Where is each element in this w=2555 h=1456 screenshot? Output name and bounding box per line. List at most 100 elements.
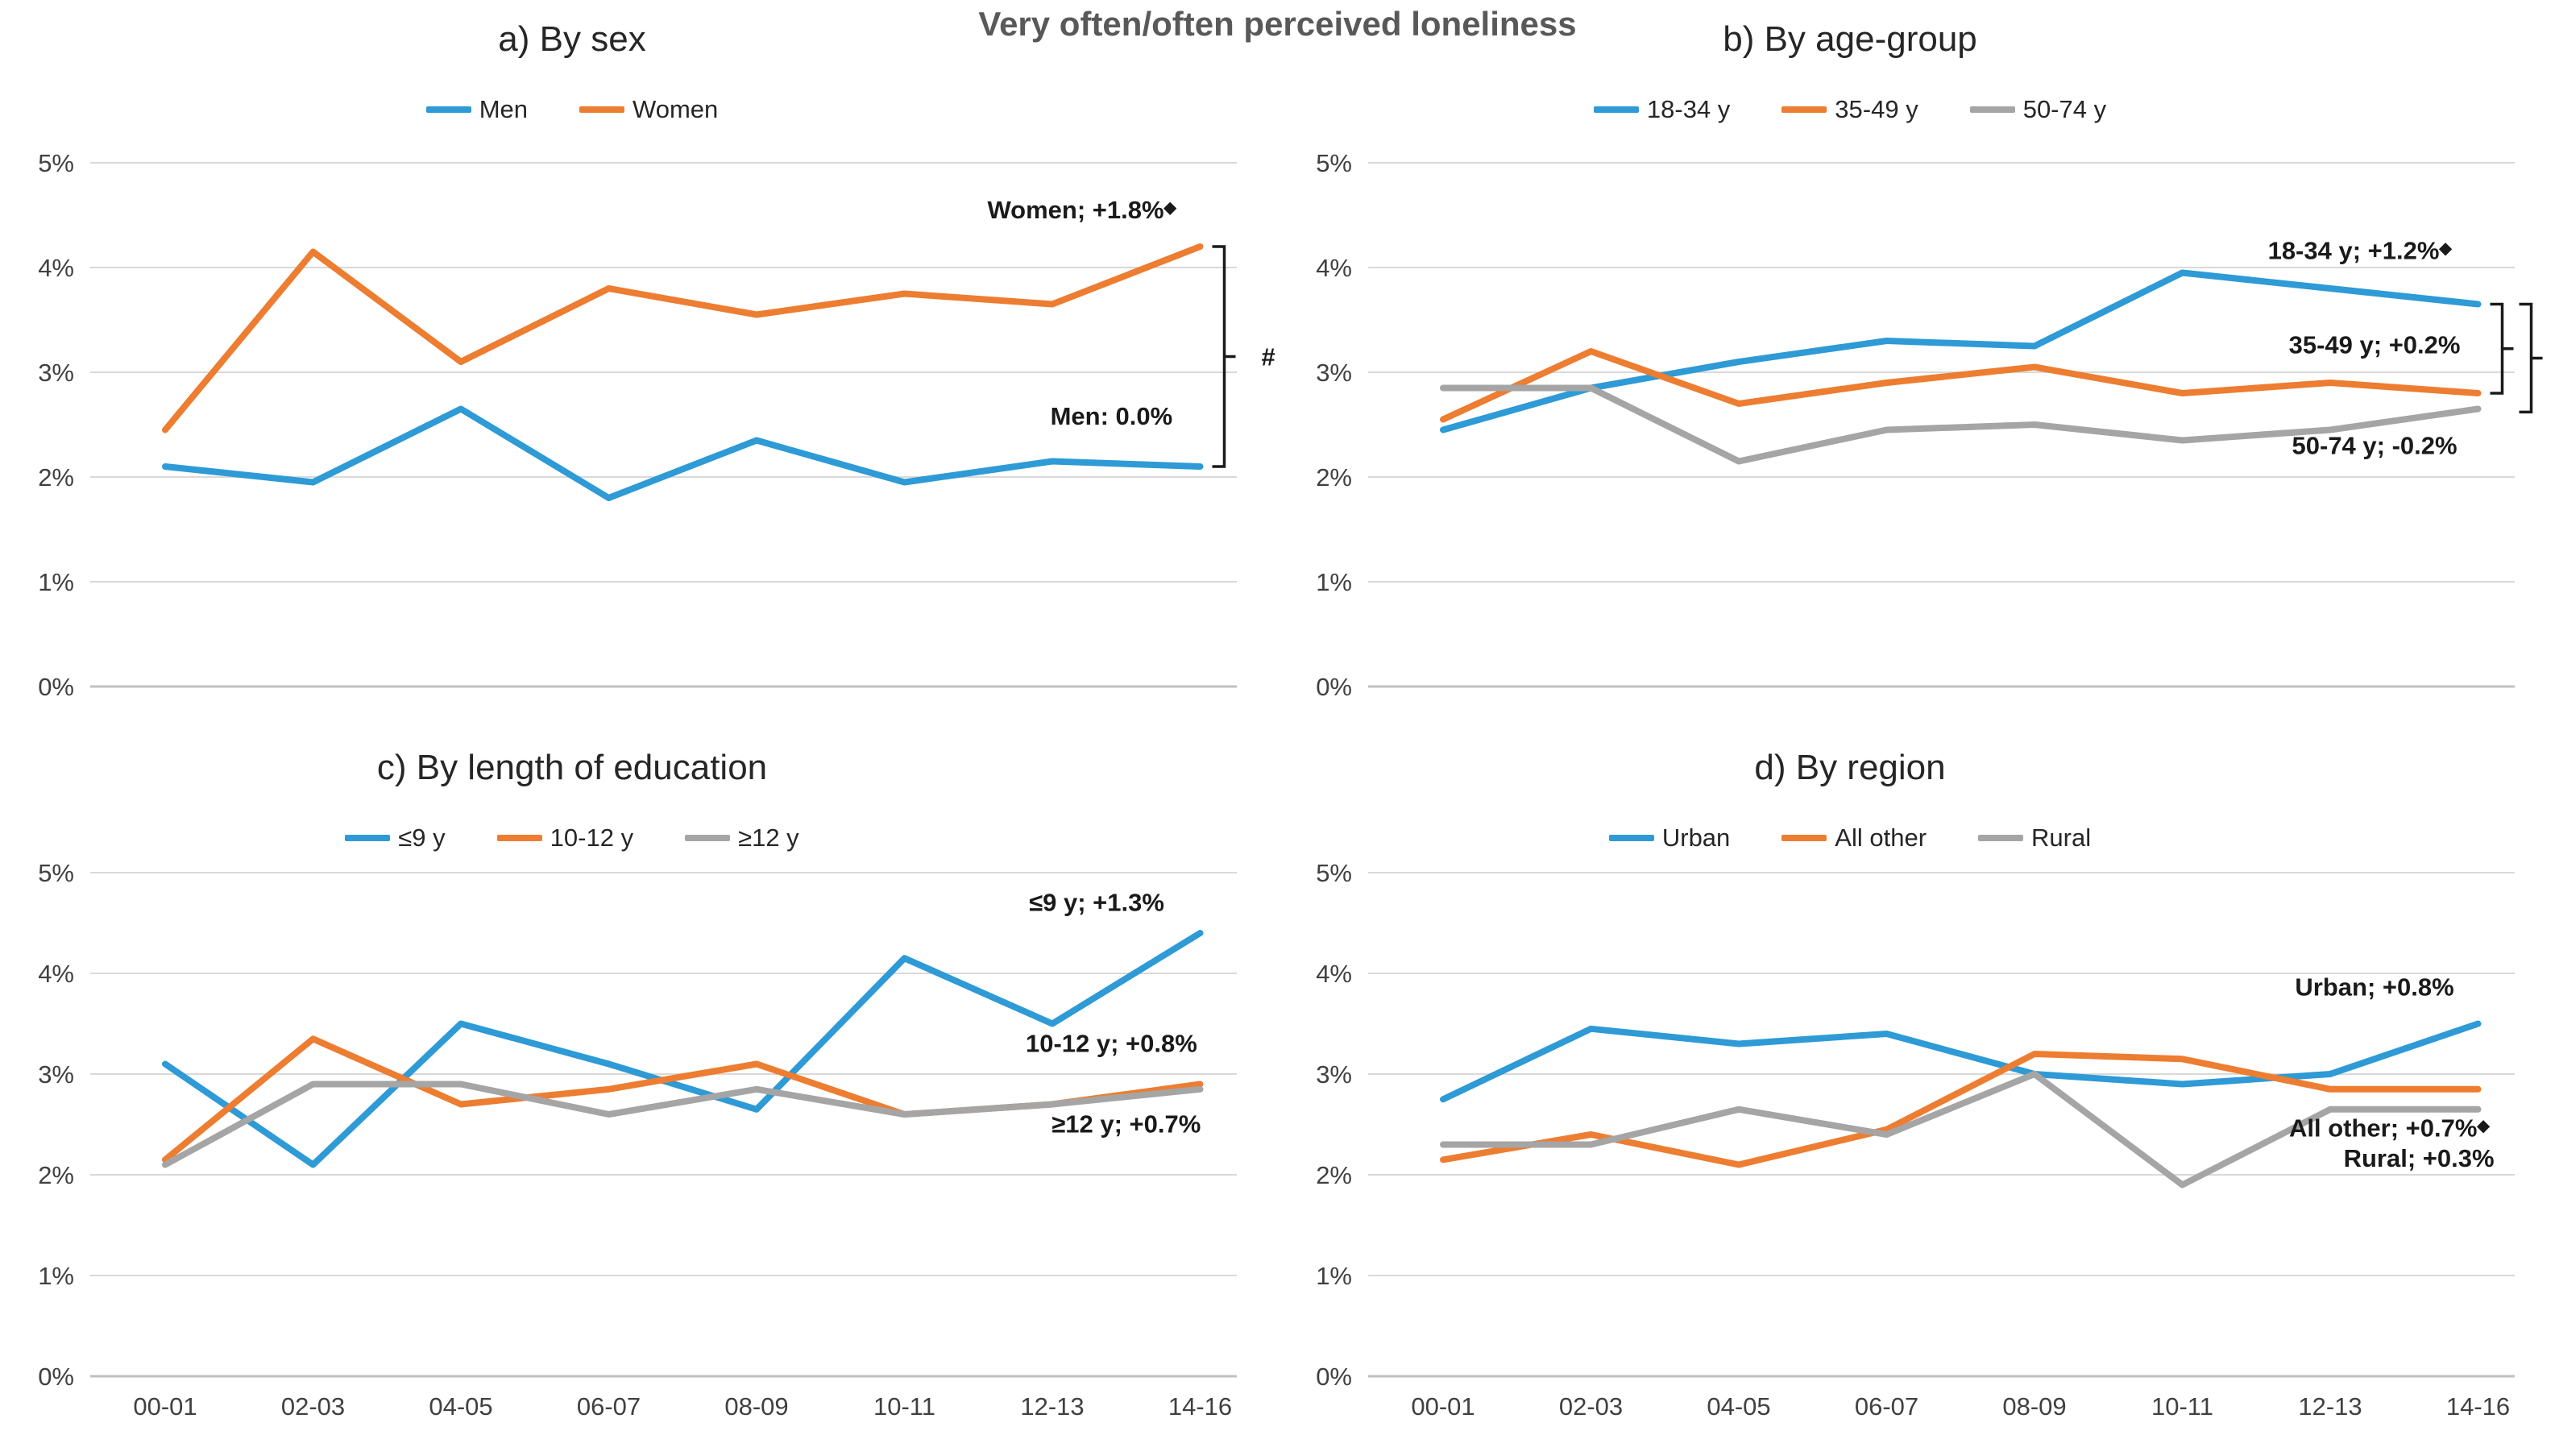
legend-swatch [496, 835, 542, 841]
plot-area: 5% 4% 3% 2% 1% 0% 00-01 02-03 04-05 06-07 08-09 10-… [1316, 859, 2515, 1421]
legend-item: ≤9 y [345, 823, 446, 852]
x-tick-label: 02-03 [281, 1392, 345, 1421]
y-tick-label: 3% [1316, 1060, 1352, 1089]
x-tick-label: 08-09 [2002, 1392, 2066, 1421]
legend-item: All other [1781, 823, 1927, 852]
annotation-label: Rural; +0.3% [2344, 1144, 2495, 1172]
y-tick-label: 5% [1316, 149, 1352, 177]
legend-item-label: ≥12 y [738, 823, 799, 852]
legend-item: 10-12 y [496, 823, 634, 852]
significance-bracket [2519, 302, 2543, 414]
series-line-Men [162, 405, 1204, 501]
legend-item: ≥12 y [685, 823, 799, 852]
legend-item: Women [579, 95, 718, 124]
y-tick-label: 3% [38, 1060, 74, 1089]
figure-title: Very often/often perceived loneliness [978, 5, 1577, 43]
legend-swatch [1608, 835, 1654, 841]
legend: ≤9 y 10-12 y ≥12 y [0, 823, 1144, 852]
y-tick-label: 0% [38, 1363, 74, 1391]
legend-swatch [425, 106, 471, 113]
legend-item-label: 35-49 y [1835, 95, 1918, 123]
y-tick-label: 4% [1316, 960, 1352, 988]
legend-item-label: Urban [1661, 823, 1731, 852]
series-line-35-49 y [1440, 348, 2482, 423]
x-tick-label: 02-03 [1559, 1392, 1623, 1421]
y-tick-label: 1% [38, 1262, 74, 1290]
y-tick-label: 0% [1316, 673, 1352, 701]
legend-swatch [1593, 106, 1639, 113]
series-line-Women [162, 243, 1204, 433]
annotation-label: All other; +0.7%◆ [2289, 1114, 2490, 1143]
y-tick-label: 2% [38, 1161, 74, 1189]
y-tick-label: 2% [1316, 1161, 1352, 1189]
annotation-label: Women; +1.8%◆ [987, 196, 1176, 224]
x-tick-label: 14-16 [1168, 1392, 1232, 1421]
y-tick-label: 2% [1316, 463, 1352, 492]
legend-item: 18-34 y [1593, 95, 1730, 124]
legend-item-label: ≤9 y [398, 823, 446, 852]
y-tick-label: 3% [1316, 359, 1352, 387]
y-tick-label: 0% [1316, 1363, 1352, 1391]
legend-item-label: 50-74 y [2022, 95, 2107, 123]
y-tick-label: 2% [38, 463, 74, 492]
y-tick-label: 4% [38, 254, 74, 282]
y-tick-label: 5% [1316, 859, 1352, 887]
x-tick-label: 04-05 [1707, 1392, 1770, 1421]
y-tick-label: 4% [1316, 254, 1352, 282]
significance-bracket [2490, 302, 2514, 395]
x-tick-label: 00-01 [133, 1392, 197, 1421]
annotation-label: ≤9 y; +1.3% [1029, 889, 1164, 917]
x-tick-label: 08-09 [724, 1392, 788, 1421]
panel-title: c) By length of education [376, 748, 768, 787]
panel-title: a) By sex [498, 19, 646, 59]
legend-item: Rural [1978, 823, 2091, 852]
panel-by-sex: a) By sex Men Women 5% 4% 3% 2% 1% 0% Women; +1.8… [0, 0, 1277, 728]
legend: 18-34 y 35-49 y 50-74 y [1278, 95, 2422, 124]
annotation-label: 50-74 y; -0.2% [2292, 431, 2458, 459]
x-tick-label: 06-07 [577, 1392, 641, 1421]
series-line-50-74 y [1440, 384, 2482, 465]
legend-swatch [579, 106, 625, 113]
x-tick-label: 10-11 [2151, 1392, 2213, 1421]
significance-bracket [1212, 245, 1236, 468]
y-tick-label: 3% [38, 359, 74, 387]
x-tick-label: 12-13 [2298, 1392, 2362, 1421]
legend-item-label: Rural [2031, 823, 2092, 852]
legend-swatch [685, 835, 731, 841]
y-tick-label: 0% [38, 673, 74, 701]
legend-swatch [345, 835, 391, 841]
series-line-≥12 y [162, 1081, 1204, 1168]
legend-item: 50-74 y [1969, 95, 2107, 124]
panel-by-region: d) By region Urban All other Rural 5% 4% 3% 2% 1… [1278, 728, 2555, 1456]
legend-item: Urban [1608, 823, 1731, 852]
plot-area: 5% 4% 3% 2% 1% 0% Women; +1.8%◆ Men: 0.0% # [38, 149, 1275, 701]
panel-by-education: c) By length of education ≤9 y 10-12 y ≥12 … [0, 728, 1277, 1456]
y-tick-label: 4% [38, 960, 74, 988]
plot-area: 5% 4% 3% 2% 1% 0% 18-34 y; +1.2%◆ 35-49 y; +0.2… [1316, 149, 2543, 701]
x-tick-label: 04-05 [429, 1392, 492, 1421]
legend-item-label: All other [1835, 823, 1927, 852]
x-tick-label: 14-16 [2446, 1392, 2510, 1421]
legend-swatch [1978, 835, 2024, 841]
y-tick-label: 5% [38, 859, 74, 887]
x-tick-label: 06-07 [1855, 1392, 1918, 1421]
legend-item-label: Men [479, 95, 529, 123]
annotation-label: 18-34 y; +1.2%◆ [2268, 237, 2453, 265]
legend-item: 35-49 y [1781, 95, 1918, 124]
annotation-label: 35-49 y; +0.2% [2289, 331, 2461, 359]
y-tick-label: 5% [38, 149, 74, 177]
legend: Urban All other Rural [1278, 823, 2422, 852]
legend-swatch [1781, 106, 1827, 113]
x-tick-label: 10-11 [873, 1392, 935, 1421]
annotation-label: Urban; +0.8% [2295, 973, 2453, 1002]
series-line-≤9 y [162, 930, 1204, 1168]
x-tick-label: 00-01 [1411, 1392, 1475, 1421]
legend-item-label: 10-12 y [550, 823, 634, 852]
y-tick-label: 1% [1316, 1262, 1352, 1290]
panel-title: b) By age-group [1723, 19, 1977, 59]
series-line-All other [1440, 1051, 2482, 1168]
annotation-label: 10-12 y; +0.8% [1026, 1030, 1197, 1058]
series-line-18-34 y [1440, 269, 2482, 433]
hash-significance-label: # [1262, 343, 1275, 371]
